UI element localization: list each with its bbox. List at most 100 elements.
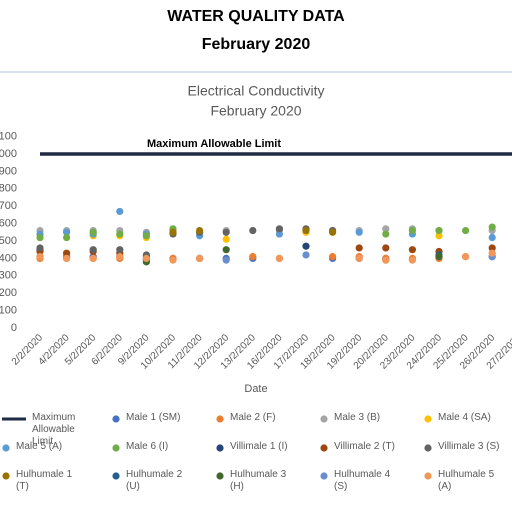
legend-label: Male 1 (SM): [126, 412, 181, 423]
point: [63, 249, 71, 257]
point: [63, 233, 71, 242]
legend-label: Male 2 (F): [230, 412, 276, 423]
point: [435, 253, 443, 261]
page-title: WATER QUALITY DATA: [167, 8, 345, 25]
point: [329, 228, 337, 236]
legend-symbol: [2, 472, 10, 480]
point: [488, 249, 496, 257]
point: [116, 230, 124, 238]
point: [302, 242, 310, 250]
point: [462, 226, 470, 235]
y-tick-label: 1100: [0, 131, 17, 143]
y-tick-label: 100: [0, 305, 17, 317]
legend-symbol: [216, 472, 224, 480]
point: [382, 225, 390, 233]
point: [382, 244, 390, 252]
legend-label: Male 4 (SA): [438, 412, 491, 423]
point: [89, 254, 97, 262]
point: [488, 233, 496, 242]
legend-marker: [112, 472, 120, 480]
point: [116, 246, 124, 254]
legend-label: Hulhumale 4 (S): [334, 469, 391, 492]
legend-symbol: [320, 444, 328, 452]
legend-marker: [320, 415, 328, 423]
legend-item: Hulhumale 5 (A): [424, 469, 500, 493]
point: [275, 225, 283, 233]
page-subtitle: February 2020: [201, 36, 311, 53]
y-tick-label: 600: [0, 218, 17, 230]
point: [63, 228, 71, 236]
point: [488, 244, 496, 252]
point: [222, 246, 230, 254]
point: [462, 253, 470, 261]
point: [63, 254, 71, 262]
point: [142, 254, 150, 262]
legend-symbol: [2, 417, 26, 421]
point: [355, 228, 363, 236]
legend-symbol: [424, 472, 432, 480]
legend-marker: [2, 417, 26, 421]
y-tick-label: 900: [0, 165, 17, 177]
legend-marker: [2, 472, 10, 480]
legend-item: Hulhumale 3 (H): [216, 469, 292, 493]
y-tick-label: 300: [0, 270, 17, 282]
point: [355, 244, 363, 252]
point: [36, 244, 44, 252]
y-tick-label: 400: [0, 252, 17, 264]
legend-label: Hulhumale 5 (A): [438, 469, 495, 492]
legend-marker: [216, 472, 224, 480]
legend-item: Male 3 (B): [320, 412, 396, 424]
point: [435, 232, 443, 240]
legend-item: Maximum Allowable Limit: [2, 412, 94, 448]
legend-label: Hulhumale 1 (T): [16, 469, 73, 492]
y-tick-label: 1000: [0, 148, 17, 160]
legend-marker: [216, 444, 224, 452]
legend-item: Villimale 1 (I): [216, 441, 292, 453]
point: [249, 226, 257, 235]
legend-symbol: [424, 415, 432, 423]
point: [36, 233, 44, 242]
point: [116, 253, 124, 261]
point: [302, 251, 310, 259]
point: [89, 246, 97, 254]
point: [408, 226, 416, 235]
legend-marker: [2, 444, 10, 452]
y-tick-label: 200: [0, 287, 17, 299]
legend-item: Male 5 (A): [2, 441, 78, 453]
point: [169, 256, 177, 264]
legend-marker: [320, 472, 328, 480]
legend-symbol: [112, 415, 120, 423]
y-tick-label: 700: [0, 200, 17, 212]
legend-marker: [424, 444, 432, 452]
legend-marker: [424, 415, 432, 423]
legend-symbol: [112, 472, 120, 480]
point: [36, 253, 44, 261]
legend-symbol: [424, 444, 432, 452]
annotation: Maximum Allowable Limit: [147, 138, 281, 150]
chart-title: Electrical Conductivity: [188, 83, 325, 99]
legend-marker: [424, 472, 432, 480]
legend-label: Male 3 (B): [334, 412, 381, 423]
legend-symbol: [320, 472, 328, 480]
legend-marker: [112, 444, 120, 452]
legend-symbol: [112, 444, 120, 452]
legend-item: Hulhumale 1 (T): [2, 469, 78, 493]
point: [142, 232, 150, 240]
point: [196, 226, 204, 235]
x-axis-title: Date: [244, 383, 267, 395]
point: [435, 226, 443, 235]
legend-item: Hulhumale 2 (U): [112, 469, 188, 493]
y-tick-label: 800: [0, 183, 17, 195]
legend-label: Villimale 3 (S): [438, 441, 500, 452]
legend-marker: [112, 415, 120, 423]
legend-marker: [216, 415, 224, 423]
legend-label: Maximum Allowable Limit: [32, 412, 76, 447]
point: [275, 254, 283, 262]
legend-label: Male 6 (I): [126, 441, 169, 452]
legend-symbol: [320, 415, 328, 423]
legend-label: Villimale 2 (T): [334, 441, 395, 452]
legend-item: Male 1 (SM): [112, 412, 188, 424]
point: [408, 256, 416, 264]
point: [222, 235, 230, 243]
legend-label: Hulhumale 2 (U): [126, 469, 183, 492]
